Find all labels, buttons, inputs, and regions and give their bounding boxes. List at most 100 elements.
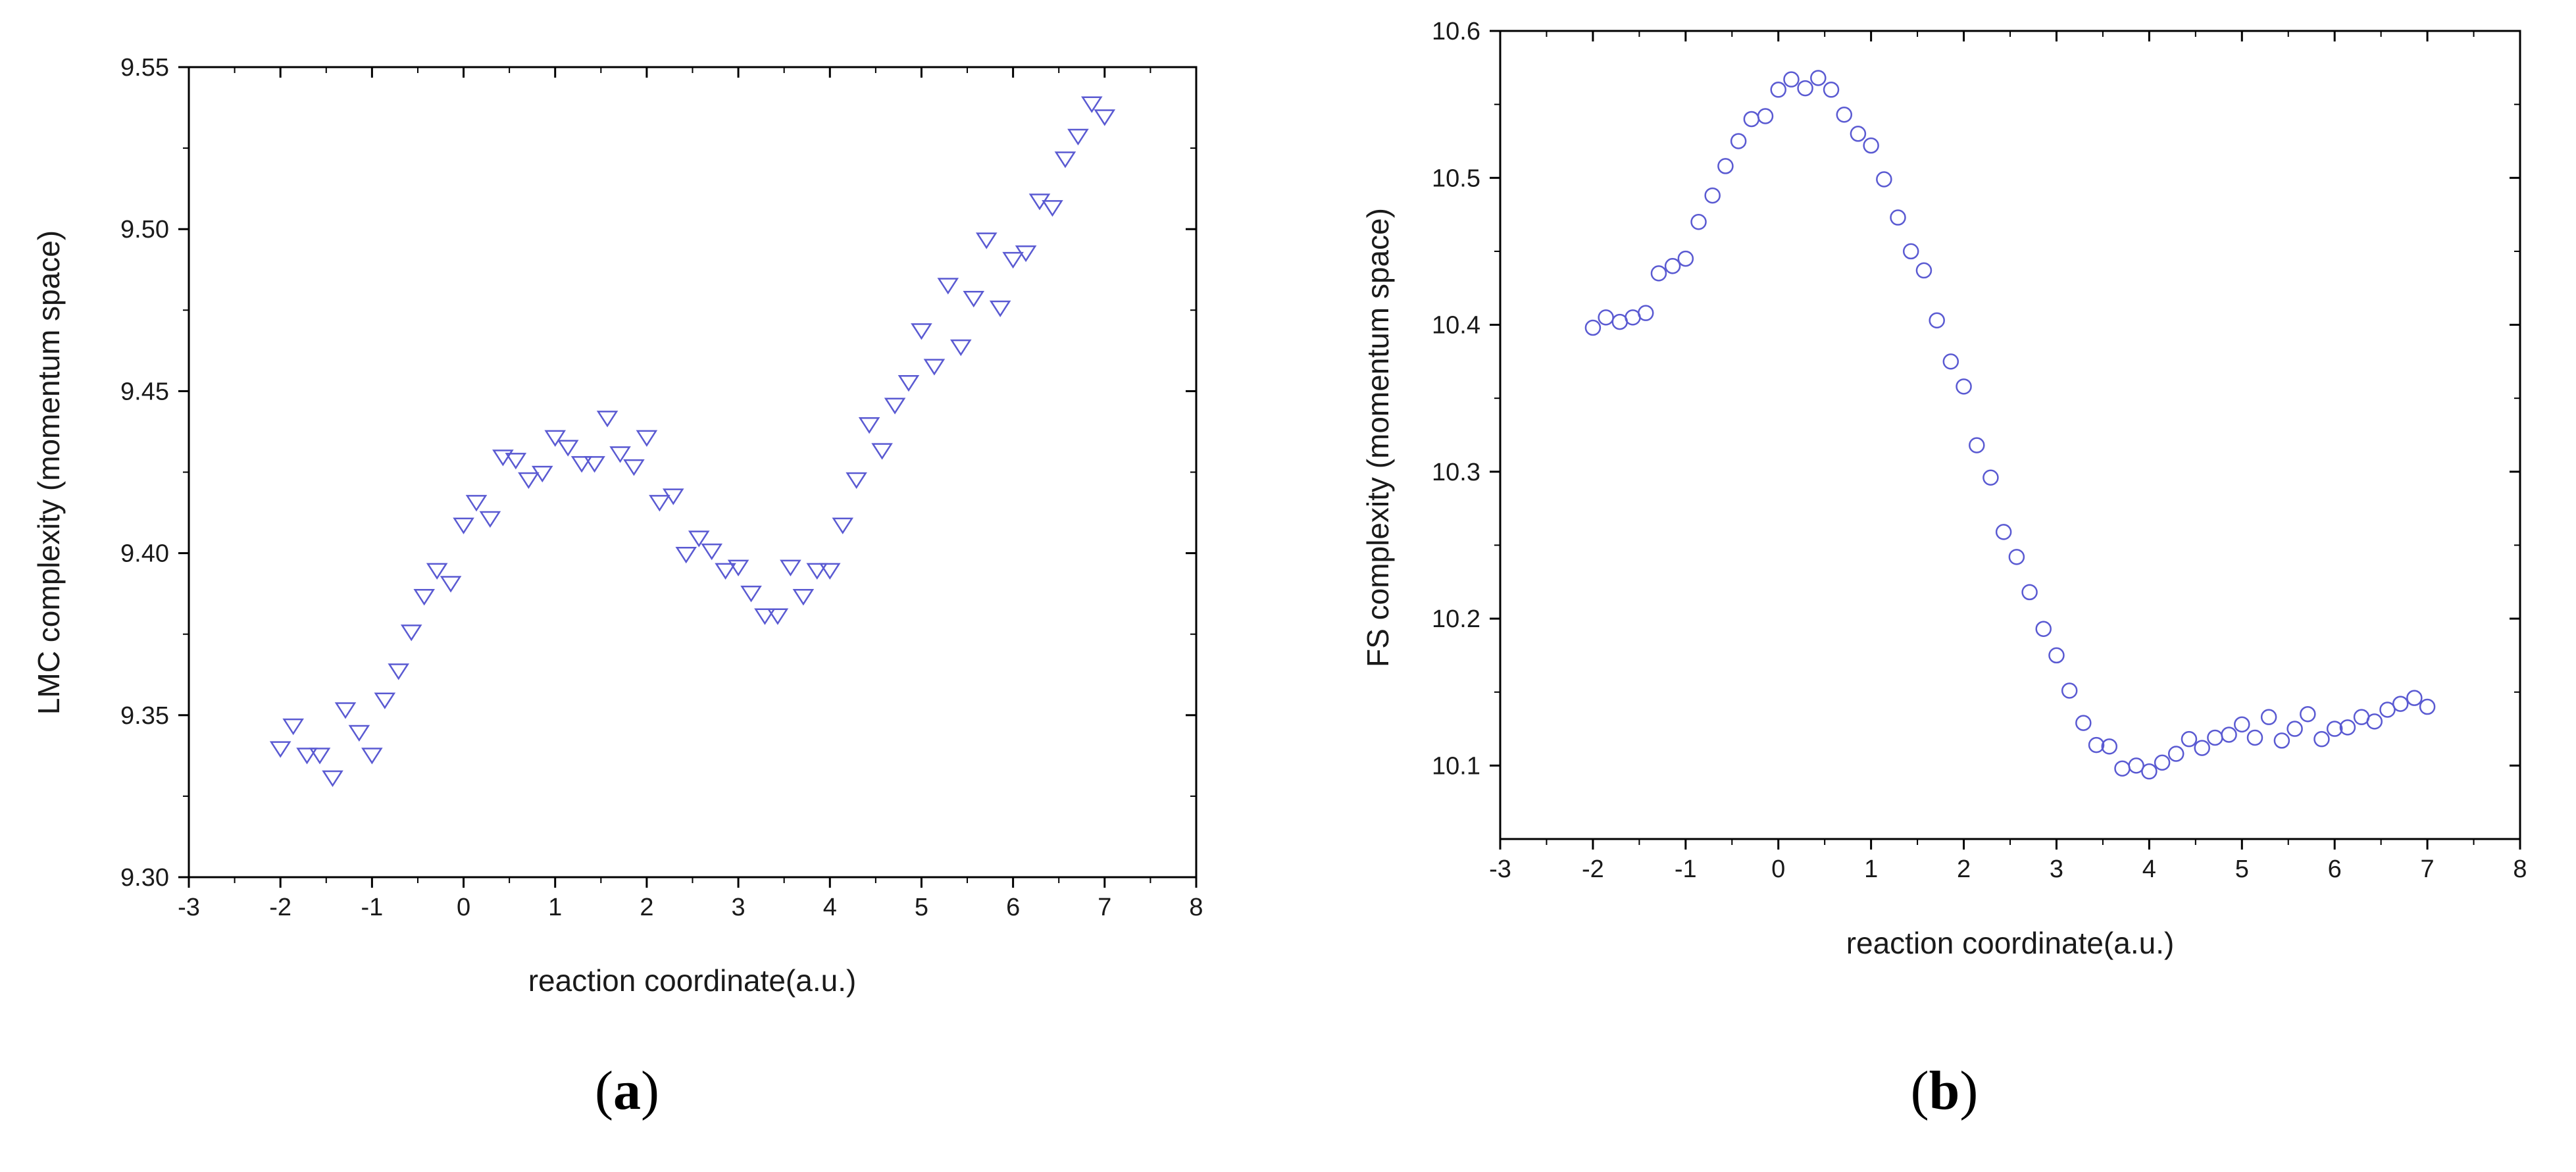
y-tick-label-b: 10.6: [1432, 18, 1480, 45]
y-tick-label-b: 10.3: [1432, 459, 1480, 486]
x-tick-label-a: 5: [915, 894, 928, 921]
data-point: [1081, 96, 1103, 113]
axis-ticks-a: -3 -2 -1 0 1 2 3 4 5 6 7 8 9.30 9.35 9.40 9.45 9.50 9.55: [120, 54, 1203, 921]
data-point: [361, 748, 383, 765]
y-tick-label-a: 9.30: [120, 864, 169, 892]
data-point: [2035, 621, 2052, 637]
data-point: [715, 563, 736, 580]
data-point: [1677, 250, 1694, 267]
data-point: [1797, 80, 1813, 97]
data-points-a: [269, 96, 1116, 787]
data-point: [1690, 214, 1707, 230]
data-point: [2286, 721, 2303, 737]
panel-label-b: (b): [1911, 1060, 1979, 1121]
x-tick-label-a: 1: [548, 894, 562, 921]
data-point: [2221, 726, 2237, 743]
data-point: [296, 748, 318, 765]
x-tick-label-b: -2: [1582, 855, 1604, 883]
data-point: [2167, 746, 2185, 762]
y-axis-title-b: FS complexity (momentum space): [1361, 208, 1395, 667]
data-point: [1598, 309, 1614, 326]
data-point: [701, 544, 723, 561]
data-point: [453, 517, 474, 534]
data-point: [544, 430, 567, 447]
data-point: [1054, 151, 1076, 168]
data-point: [2246, 729, 2263, 746]
x-tick-label-b: 0: [1771, 855, 1785, 883]
x-tick-label-b: 5: [2235, 855, 2249, 883]
chart-panel-a: -3 -2 -1 0 1 2 3 4 5 6 7 89.309.359.409.459.509.55 …: [32, 54, 1203, 1121]
data-point: [1584, 319, 1602, 336]
data-point: [2406, 690, 2423, 706]
data-point: [950, 339, 972, 357]
x-axis-title-a: reaction coordinate(a.u.): [528, 963, 857, 998]
data-point: [282, 718, 304, 736]
data-point: [884, 397, 906, 415]
data-point: [1863, 137, 1879, 154]
x-tick-label-a: 7: [1098, 894, 1111, 921]
data-point: [2366, 713, 2383, 730]
data-point: [897, 374, 920, 392]
data-point: [806, 563, 828, 580]
y-tick-label-a: 9.35: [120, 702, 169, 730]
data-point: [388, 663, 410, 680]
data-point: [1042, 200, 1063, 217]
data-point: [871, 443, 893, 460]
y-axis-title-a: LMC complexity (momentum space): [32, 230, 66, 715]
data-point: [2048, 647, 2065, 664]
data-point: [269, 741, 291, 758]
data-point: [1890, 209, 1906, 226]
data-point: [963, 290, 985, 308]
data-point: [858, 417, 880, 434]
x-tick-label-a: 2: [640, 894, 653, 921]
data-point: [1704, 187, 1721, 204]
data-point: [2181, 730, 2198, 748]
x-tick-label-a: 0: [457, 894, 470, 921]
data-point: [819, 563, 841, 580]
data-point: [1783, 71, 1800, 88]
data-point: [518, 472, 540, 489]
data-point: [322, 770, 343, 787]
data-point: [609, 446, 631, 463]
data-point: [465, 495, 488, 512]
x-tick-label-b: 2: [1957, 855, 1971, 883]
data-point: [1810, 70, 1827, 86]
data-point: [740, 586, 762, 603]
data-point: [440, 576, 462, 593]
x-tick-label-b: 8: [2513, 855, 2527, 883]
data-point: [1650, 265, 1667, 282]
data-point: [2326, 721, 2343, 737]
data-point: [1664, 257, 1681, 274]
data-point: [426, 563, 448, 580]
x-tick-label-a: 3: [732, 894, 745, 921]
data-point: [413, 588, 435, 606]
data-point: [374, 692, 396, 709]
data-point: [1730, 133, 1747, 149]
x-tick-label-b: 3: [2050, 855, 2063, 883]
x-tick-label-a: 8: [1189, 894, 1203, 921]
data-point: [2154, 754, 2171, 771]
data-point: [923, 359, 946, 376]
x-axis-title-b: reaction coordinate(a.u.): [1846, 926, 2175, 960]
plot-area-frame-a: [188, 66, 1198, 879]
y-tick-label-a: 9.55: [120, 54, 169, 82]
data-point: [2260, 709, 2277, 725]
x-tick-label-b: 7: [2421, 855, 2435, 883]
data-point: [1757, 108, 1774, 124]
data-point: [1929, 312, 1945, 329]
y-tick-label-b: 10.1: [1432, 752, 1480, 780]
data-point: [570, 456, 593, 473]
data-point: [911, 323, 932, 340]
data-point: [832, 517, 854, 534]
data-point: [2313, 730, 2330, 748]
data-point: [1942, 353, 1959, 370]
x-tick-label-a: 4: [823, 894, 837, 921]
data-point: [662, 488, 684, 505]
data-point: [767, 608, 789, 625]
data-point: [2339, 719, 2356, 736]
y-tick-label-a: 9.45: [120, 378, 169, 405]
data-point: [348, 725, 370, 742]
data-point: [937, 278, 959, 295]
